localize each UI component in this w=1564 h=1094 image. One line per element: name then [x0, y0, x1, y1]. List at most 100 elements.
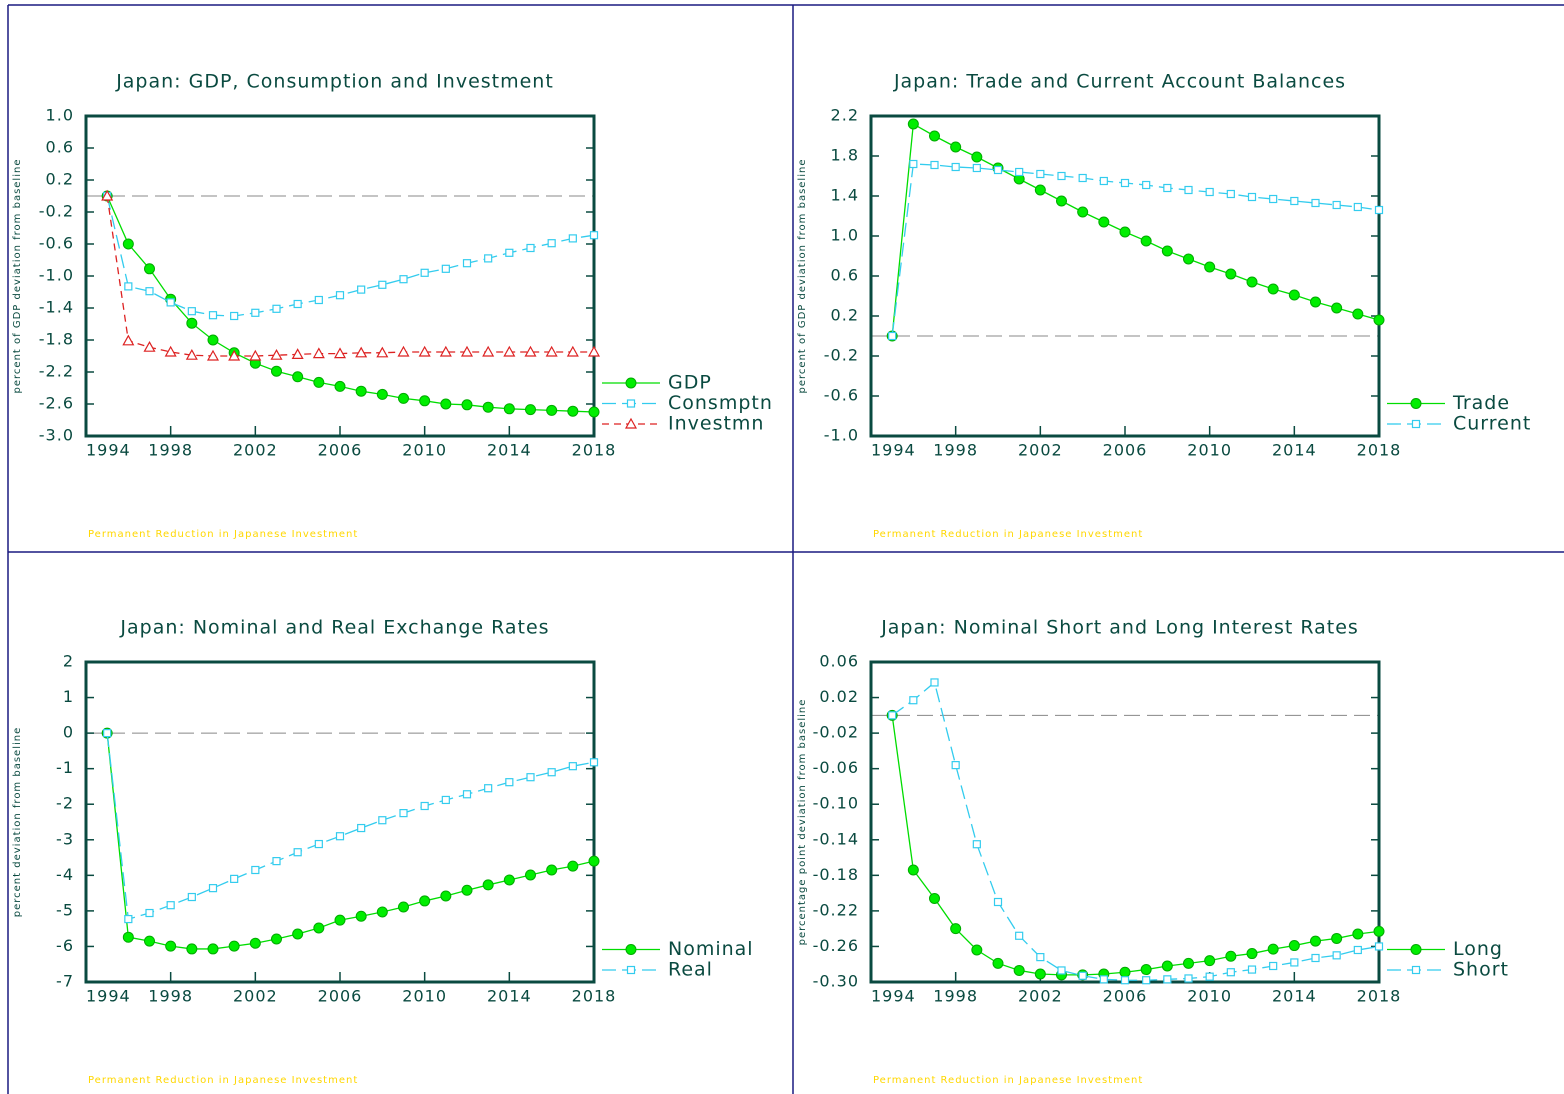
data-point — [909, 696, 918, 705]
series-line — [891, 715, 1380, 976]
legend-label: Investmn — [668, 413, 764, 435]
x-tick-label: 2014 — [487, 441, 532, 460]
x-tick-label: 1998 — [933, 987, 978, 1006]
y-tick-label: -0.02 — [813, 723, 859, 742]
y-tick-label: -0.2 — [39, 202, 74, 221]
legend-marker — [1410, 944, 1422, 955]
legend-marker — [626, 965, 636, 975]
data-point — [378, 816, 387, 825]
data-point — [462, 259, 472, 268]
x-tick-label: 1994 — [871, 987, 916, 1006]
data-point — [484, 254, 493, 263]
data-point — [1099, 975, 1108, 984]
legend-marker — [624, 417, 638, 429]
chart-title: Japan: Nominal and Real Exchange Rates — [119, 617, 549, 639]
plot-frame — [84, 114, 596, 438]
data-point — [124, 914, 133, 924]
series-line — [891, 163, 1380, 337]
data-point — [399, 275, 408, 284]
x-tick-label: 2010 — [402, 441, 447, 460]
data-point — [484, 784, 493, 793]
y-tick-label: -6 — [56, 936, 74, 955]
data-point — [460, 345, 474, 357]
data-point — [972, 840, 981, 849]
data-point — [251, 308, 260, 317]
y-tick-label: -3.0 — [39, 426, 74, 445]
legend-marker — [625, 944, 637, 955]
chart-title: Japan: GDP, Consumption and Investment — [115, 71, 554, 93]
series-line — [106, 195, 595, 413]
data-point — [505, 778, 514, 787]
x-tick-label: 2014 — [1272, 441, 1317, 460]
data-point — [1056, 195, 1067, 207]
data-point — [292, 371, 304, 383]
legend-marker — [625, 377, 637, 389]
data-point — [228, 940, 240, 952]
data-point — [186, 943, 198, 955]
data-point — [1332, 200, 1341, 210]
x-tick-label: 2006 — [1103, 441, 1148, 460]
legend-marker — [1411, 965, 1421, 975]
data-point — [1288, 289, 1300, 301]
data-point — [376, 388, 388, 400]
data-point — [929, 130, 940, 142]
y-tick-label: -1.4 — [39, 298, 74, 317]
data-point — [143, 340, 156, 352]
data-point — [1034, 184, 1046, 196]
data-point — [292, 928, 304, 940]
data-point — [1205, 187, 1214, 197]
data-point — [1246, 276, 1258, 288]
data-point — [992, 957, 1004, 969]
y-tick-label: -3 — [56, 829, 74, 848]
data-point — [230, 874, 239, 883]
y-tick-label: -0.2 — [824, 346, 859, 365]
data-point — [1331, 302, 1343, 314]
data-point — [144, 263, 155, 275]
series-line — [891, 122, 1380, 337]
data-point — [568, 762, 577, 771]
data-point — [398, 901, 409, 913]
x-tick-label: 2010 — [1187, 441, 1232, 460]
legend-label: Consmptn — [668, 392, 773, 414]
legend-label: Trade — [1452, 392, 1510, 414]
data-point — [1247, 192, 1257, 202]
y-tick-label: -0.10 — [813, 794, 859, 813]
y-tick-label: 1.4 — [831, 186, 859, 205]
data-point — [1057, 171, 1066, 181]
data-point — [1331, 932, 1343, 944]
data-point — [1310, 935, 1321, 947]
data-point — [335, 832, 345, 841]
plot-frame — [84, 660, 596, 984]
data-point — [993, 165, 1003, 175]
data-point — [1311, 953, 1320, 963]
data-point — [1142, 180, 1151, 190]
legend-label: Long — [1453, 938, 1503, 960]
data-point — [526, 773, 535, 782]
data-point — [524, 345, 537, 357]
data-point — [103, 729, 112, 738]
data-point — [185, 348, 198, 360]
x-tick-label: 2010 — [402, 987, 447, 1006]
data-point — [293, 299, 302, 309]
data-point — [1119, 226, 1131, 238]
data-point — [1140, 235, 1152, 247]
data-point — [420, 801, 429, 811]
y-tick-label: -2 — [56, 794, 74, 813]
data-point — [1310, 296, 1321, 308]
data-point — [230, 311, 239, 321]
data-point — [376, 906, 388, 918]
y-tick-label: 0 — [63, 723, 74, 742]
data-point — [1267, 283, 1279, 295]
data-point — [1353, 202, 1362, 212]
x-tick-label: 2006 — [1103, 987, 1148, 1006]
data-point — [187, 892, 196, 902]
data-point — [1015, 931, 1024, 940]
y-tick-label: -1.0 — [824, 426, 859, 445]
y-tick-label: -0.30 — [813, 972, 859, 991]
y-tick-label: 0.06 — [819, 652, 859, 671]
data-point — [206, 349, 220, 361]
y-tick-label: -4 — [56, 865, 74, 884]
data-point — [166, 901, 175, 910]
y-tick-label: 0.6 — [46, 138, 74, 157]
